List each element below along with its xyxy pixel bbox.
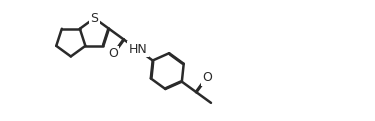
Text: HN: HN — [129, 42, 147, 56]
Text: O: O — [202, 71, 212, 84]
Text: S: S — [90, 12, 98, 25]
Text: O: O — [108, 47, 118, 60]
